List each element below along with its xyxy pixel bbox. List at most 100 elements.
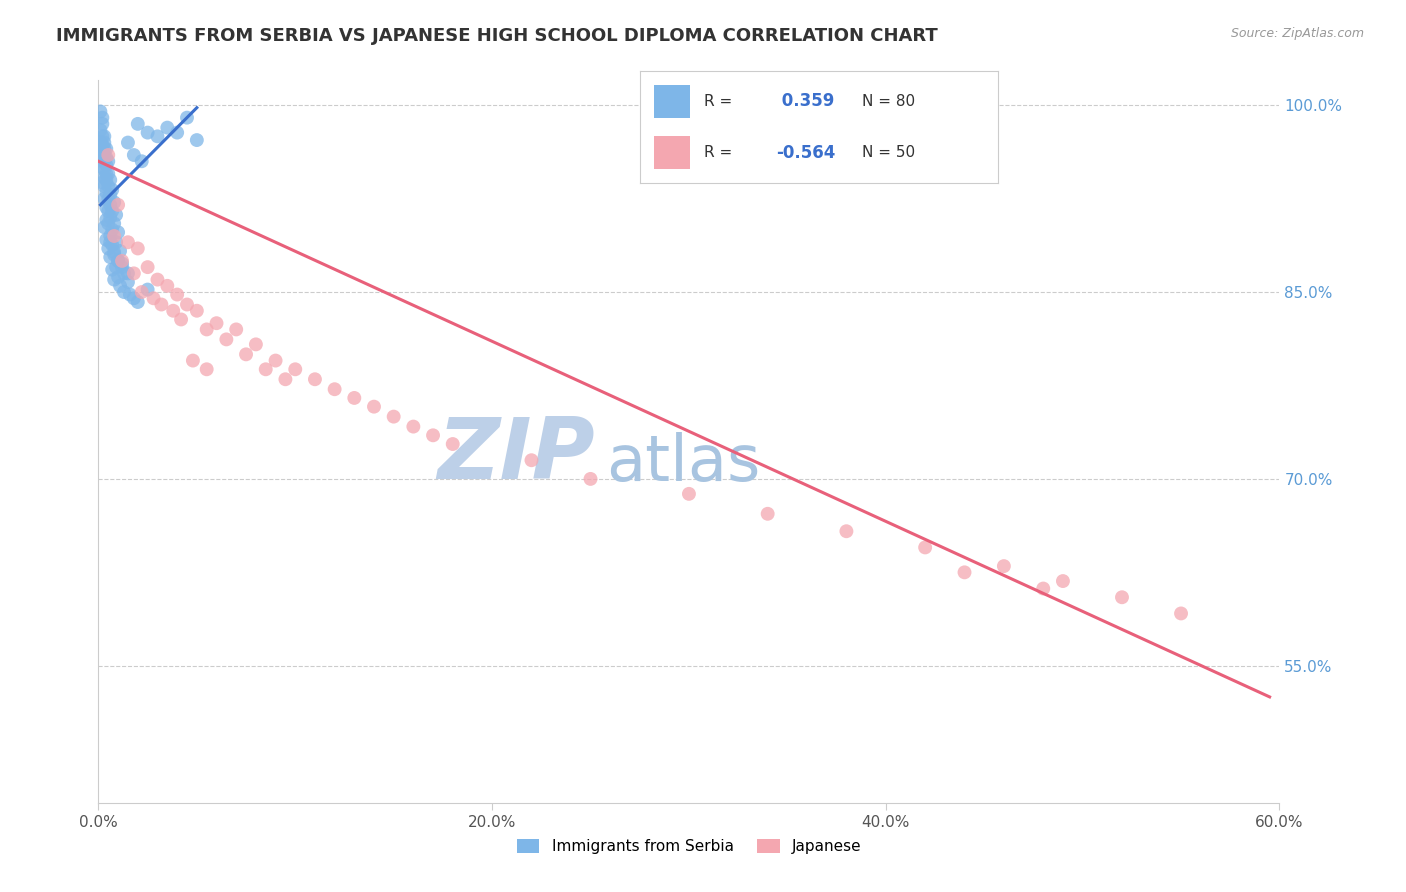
- Point: [97, 154, 120, 169]
- Text: IMMIGRANTS FROM SERBIA VS JAPANESE HIGH SCHOOL DIPLOMA CORRELATION CHART: IMMIGRANTS FROM SERBIA VS JAPANESE HIGH …: [56, 27, 938, 45]
- Point: [93, 192, 115, 206]
- Point: [97, 204, 120, 219]
- Point: [136, 260, 159, 274]
- Point: [96, 233, 118, 247]
- Point: [89, 136, 111, 150]
- Point: [103, 195, 125, 210]
- Point: [235, 347, 257, 361]
- Point: [98, 187, 121, 202]
- Point: [117, 235, 139, 250]
- Point: [146, 272, 169, 286]
- Point: [111, 260, 134, 274]
- Point: [166, 287, 188, 301]
- Point: [117, 275, 139, 289]
- Point: [103, 245, 125, 260]
- Point: [195, 322, 218, 336]
- Point: [520, 453, 543, 467]
- Point: [93, 129, 115, 144]
- Point: [97, 167, 120, 181]
- Point: [131, 285, 153, 299]
- Point: [127, 295, 149, 310]
- Point: [89, 123, 111, 137]
- Point: [96, 142, 118, 156]
- Point: [91, 145, 114, 159]
- Point: [105, 260, 128, 274]
- Point: [91, 176, 114, 190]
- Point: [127, 242, 149, 256]
- Point: [111, 256, 134, 270]
- Bar: [654, 85, 690, 119]
- Text: ZIP: ZIP: [437, 415, 595, 498]
- Point: [107, 253, 129, 268]
- Point: [186, 133, 208, 147]
- Point: [91, 138, 114, 153]
- Point: [176, 297, 198, 311]
- Point: [112, 285, 135, 299]
- Point: [96, 186, 118, 200]
- Point: [98, 250, 121, 264]
- Text: atlas: atlas: [606, 433, 761, 494]
- Point: [103, 248, 125, 262]
- Point: [117, 136, 139, 150]
- Point: [89, 148, 111, 162]
- Point: [96, 200, 118, 214]
- Point: [284, 362, 307, 376]
- Point: [98, 235, 121, 250]
- Point: [304, 372, 326, 386]
- Point: [205, 316, 228, 330]
- Point: [97, 192, 120, 206]
- Point: [1052, 574, 1074, 588]
- Text: Source: ZipAtlas.com: Source: ZipAtlas.com: [1230, 27, 1364, 40]
- Point: [142, 291, 165, 305]
- Point: [245, 337, 267, 351]
- Point: [111, 253, 134, 268]
- Point: [91, 154, 114, 169]
- Text: N = 50: N = 50: [862, 145, 915, 161]
- Point: [97, 217, 120, 231]
- Point: [108, 244, 131, 258]
- Point: [93, 179, 115, 194]
- Point: [402, 419, 425, 434]
- Point: [156, 278, 179, 293]
- Point: [98, 173, 121, 187]
- Point: [127, 117, 149, 131]
- Point: [89, 104, 111, 119]
- Point: [98, 211, 121, 225]
- Point: [112, 266, 135, 280]
- Point: [1111, 591, 1133, 605]
- Point: [117, 266, 139, 280]
- Point: [101, 223, 124, 237]
- Point: [254, 362, 277, 376]
- Point: [118, 287, 141, 301]
- Point: [274, 372, 297, 386]
- Point: [96, 212, 118, 227]
- Point: [441, 437, 464, 451]
- Point: [101, 183, 124, 197]
- Point: [756, 507, 779, 521]
- Point: [93, 163, 115, 178]
- Text: R =: R =: [704, 145, 737, 161]
- Point: [93, 170, 115, 185]
- Point: [93, 142, 115, 156]
- Point: [136, 126, 159, 140]
- Point: [101, 237, 124, 252]
- Point: [98, 229, 121, 244]
- Legend: Immigrants from Serbia, Japanese: Immigrants from Serbia, Japanese: [510, 833, 868, 860]
- Text: 0.359: 0.359: [776, 93, 834, 111]
- Point: [181, 353, 204, 368]
- Point: [156, 120, 179, 135]
- Point: [103, 272, 125, 286]
- Point: [98, 198, 121, 212]
- Point: [103, 229, 125, 244]
- Point: [264, 353, 287, 368]
- Point: [1170, 607, 1192, 621]
- Point: [170, 312, 193, 326]
- Point: [122, 148, 145, 162]
- Point: [91, 161, 114, 175]
- Point: [93, 220, 115, 235]
- Point: [122, 266, 145, 280]
- Point: [382, 409, 405, 424]
- Point: [323, 382, 346, 396]
- Point: [136, 283, 159, 297]
- Point: [93, 148, 115, 162]
